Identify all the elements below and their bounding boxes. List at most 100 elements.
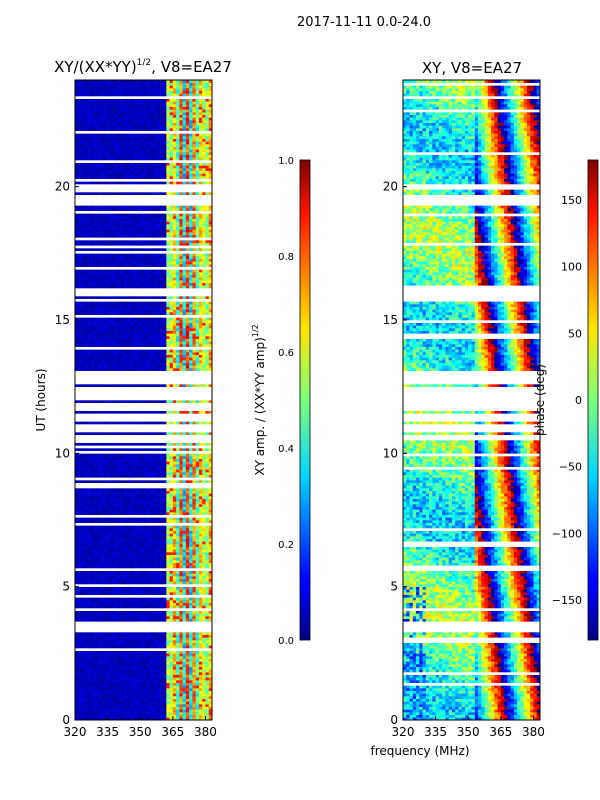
- heatmap-cell: [163, 461, 167, 465]
- heatmap-cell: [202, 658, 206, 662]
- heatmap-cell: [202, 664, 206, 667]
- heatmap-cell: [143, 530, 148, 534]
- heatmap-cell: [101, 541, 105, 545]
- heatmap-cell: [81, 442, 86, 446]
- heatmap-cell: [107, 672, 112, 675]
- heatmap-cell: [81, 618, 86, 622]
- heatmap-cell: [179, 330, 183, 334]
- heatmap-cell: [198, 712, 203, 715]
- heatmap-cell: [153, 312, 157, 315]
- heatmap-cell: [166, 666, 170, 670]
- heatmap-cell: [189, 693, 193, 697]
- heatmap-cell: [163, 592, 167, 595]
- heatmap-cell: [189, 661, 193, 665]
- heatmap-cell: [146, 560, 151, 563]
- heatmap-cell: [120, 530, 125, 534]
- heatmap-cell: [133, 600, 138, 603]
- heatmap-cell: [182, 506, 187, 510]
- heatmap-cell: [78, 677, 82, 681]
- heatmap-cell: [101, 306, 105, 310]
- heatmap-cell: [91, 509, 95, 513]
- heatmap-cell: [189, 613, 193, 617]
- heatmap-cell: [185, 664, 190, 667]
- heatmap-cell: [172, 501, 177, 505]
- heatmap-cell: [127, 525, 131, 529]
- heatmap-cell: [189, 576, 193, 579]
- heatmap-cell: [202, 685, 206, 689]
- heatmap-cell: [182, 466, 187, 470]
- heatmap-cell: [81, 565, 86, 569]
- heatmap-cell: [156, 717, 161, 721]
- heatmap-cell: [94, 469, 99, 473]
- heatmap-cell: [146, 554, 151, 558]
- heatmap-cell: [123, 562, 128, 566]
- heatmap-cell: [153, 306, 157, 310]
- heatmap-cell: [179, 461, 183, 465]
- heatmap-cell: [81, 549, 86, 553]
- heatmap-cell: [159, 650, 164, 654]
- heatmap-cell: [104, 400, 108, 403]
- heatmap-cell: [133, 578, 138, 582]
- heatmap-cell: [110, 453, 115, 457]
- heatmap-cell: [133, 474, 138, 478]
- heatmap-cell: [78, 474, 82, 478]
- heatmap-cell: [176, 717, 180, 721]
- heatmap-cell: [133, 453, 138, 457]
- heatmap-cell: [114, 352, 118, 355]
- heatmap-cell: [104, 344, 108, 347]
- heatmap-cell: [117, 541, 121, 545]
- heatmap-cell: [97, 506, 102, 510]
- heatmap-cell: [182, 330, 187, 334]
- heatmap-cell: [114, 560, 118, 563]
- heatmap-cell: [123, 581, 128, 585]
- heatmap-cell: [114, 328, 118, 331]
- heatmap-cell: [130, 578, 135, 582]
- heatmap-cell: [81, 472, 86, 475]
- heatmap-cell: [176, 320, 180, 323]
- heatmap-cell: [120, 520, 125, 523]
- heatmap-cell: [202, 498, 206, 502]
- heatmap-cell: [182, 661, 187, 665]
- heatmap-cell: [130, 618, 135, 622]
- heatmap-cell: [205, 557, 210, 561]
- heatmap-cell: [104, 360, 108, 363]
- heatmap-cell: [107, 333, 112, 337]
- heatmap-cell: [176, 357, 180, 361]
- heatmap-cell: [163, 602, 167, 606]
- heatmap-cell: [172, 384, 177, 387]
- heatmap-cell: [176, 680, 180, 683]
- heatmap-cell: [205, 480, 210, 483]
- heatmap-cell: [117, 632, 121, 635]
- heatmap-cell: [153, 557, 157, 561]
- heatmap-cell: [159, 685, 164, 689]
- heatmap-cell: [88, 488, 92, 491]
- heatmap-cell: [208, 456, 213, 459]
- heatmap-cell: [179, 520, 183, 523]
- heatmap-cell: [150, 317, 154, 321]
- heatmap-cell: [133, 317, 138, 321]
- heatmap-cell: [169, 317, 174, 321]
- heatmap-cell: [78, 634, 82, 638]
- heatmap-cell: [97, 362, 102, 366]
- heatmap-cell: [166, 597, 170, 601]
- heatmap-cell: [133, 469, 138, 473]
- heatmap-cell: [130, 674, 135, 678]
- heatmap-cell: [182, 685, 187, 689]
- heatmap-cell: [189, 653, 193, 657]
- heatmap-cell: [123, 717, 128, 721]
- heatmap-cell: [205, 706, 210, 710]
- heatmap-cell: [156, 506, 161, 510]
- heatmap-cell: [189, 610, 193, 614]
- heatmap-cell: [150, 461, 154, 465]
- heatmap-cell: [101, 565, 105, 569]
- heatmap-row: [75, 493, 213, 497]
- heatmap-cell: [101, 501, 105, 505]
- heatmap-cell: [146, 616, 151, 619]
- heatmap-cell: [75, 690, 79, 694]
- heatmap-cell: [114, 349, 118, 353]
- heatmap-cell: [195, 461, 200, 465]
- heatmap-cell: [94, 677, 99, 681]
- heatmap-cell: [133, 581, 138, 585]
- heatmap-cell: [159, 410, 164, 414]
- heatmap-cell: [146, 640, 151, 643]
